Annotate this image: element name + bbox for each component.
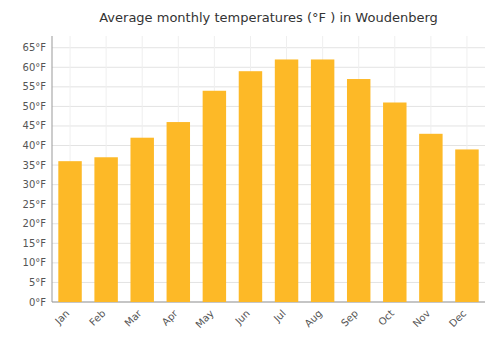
bar (383, 103, 406, 303)
x-tick-label: Sep (339, 308, 360, 329)
y-tick-label: 55°F (23, 81, 47, 92)
y-tick-label: 15°F (23, 238, 47, 249)
x-tick-label: Jul (271, 308, 288, 325)
y-tick-label: 45°F (23, 120, 47, 131)
y-grid-line (52, 125, 485, 126)
chart-container: 0°F 5°F 10°F 15°F 20°F 25°F 30°F 35°F 40°F 45°F 50… (0, 0, 500, 350)
bar (167, 122, 190, 302)
y-tick-label: 10°F (23, 257, 47, 268)
axes: 0°F 5°F 10°F 15°F 20°F 25°F 30°F 35°F 40°F 45°F 50… (23, 36, 485, 330)
x-tick-label: May (193, 308, 215, 330)
x-tick-label: Nov (411, 308, 433, 330)
y-tick-label: 30°F (23, 179, 47, 190)
x-tick-label: Apr (160, 307, 181, 328)
bar (419, 134, 442, 302)
y-tick-label: 25°F (23, 199, 47, 210)
x-tick-label: Feb (87, 308, 107, 328)
y-tick-label: 50°F (23, 101, 47, 112)
x-tick-label: Jun (232, 308, 252, 328)
bar (311, 59, 334, 302)
bars (58, 59, 478, 302)
y-axis-line (52, 36, 53, 302)
bar (455, 149, 478, 302)
y-tick-label: 5°F (29, 277, 46, 288)
bar (275, 59, 298, 302)
y-grid-line (52, 86, 485, 87)
chart: 0°F 5°F 10°F 15°F 20°F 25°F 30°F 35°F 40°F 45°F 50… (0, 0, 500, 350)
y-tick-label: 35°F (23, 160, 47, 171)
y-grid-line (52, 47, 485, 48)
x-tick-label: Jan (52, 308, 71, 327)
bar (130, 138, 153, 302)
y-grid-line (52, 67, 485, 68)
x-tick-label: Mar (122, 307, 144, 329)
x-tick-label: Dec (447, 308, 468, 329)
y-tick-label: 60°F (23, 62, 47, 73)
x-tick-label: Aug (302, 308, 324, 330)
bar (347, 79, 370, 302)
grid (52, 36, 485, 302)
y-tick-label: 0°F (29, 297, 46, 308)
y-tick-label: 65°F (23, 42, 47, 53)
bar (58, 161, 81, 302)
x-tick-label: Oct (376, 308, 396, 328)
y-tick-label: 20°F (23, 218, 47, 229)
y-tick-label: 40°F (23, 140, 47, 151)
bar (94, 157, 117, 302)
bar (203, 91, 226, 302)
y-grid-line (52, 106, 485, 107)
title: Average monthly temperatures (°F ) in Wo… (99, 10, 438, 25)
bar (239, 71, 262, 302)
